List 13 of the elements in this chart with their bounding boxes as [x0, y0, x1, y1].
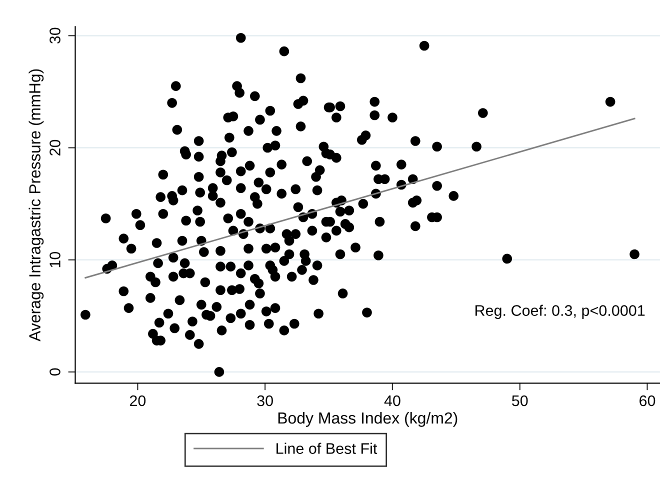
x-axis-title: Body Mass Index (kg/m2) [278, 412, 458, 427]
x-tick-label: 20 [130, 395, 146, 406]
y-tick-label: 0 [50, 368, 60, 376]
x-tick-label: 40 [384, 395, 400, 406]
legend-label: Line of Best Fit [276, 442, 378, 454]
x-tick-label: 50 [512, 395, 528, 406]
annotation: Reg. Coef: 0.3, p<0.0001 [475, 304, 645, 319]
y-axis-title: Average Intragastric Pressure (mmHg) [28, 69, 44, 342]
x-tick-label: 30 [257, 395, 273, 406]
x-tick-label: 60 [640, 395, 656, 406]
y-tick-label: 10 [50, 252, 60, 268]
y-tick-label: 30 [50, 28, 60, 44]
y-tick-label: 20 [50, 140, 60, 156]
